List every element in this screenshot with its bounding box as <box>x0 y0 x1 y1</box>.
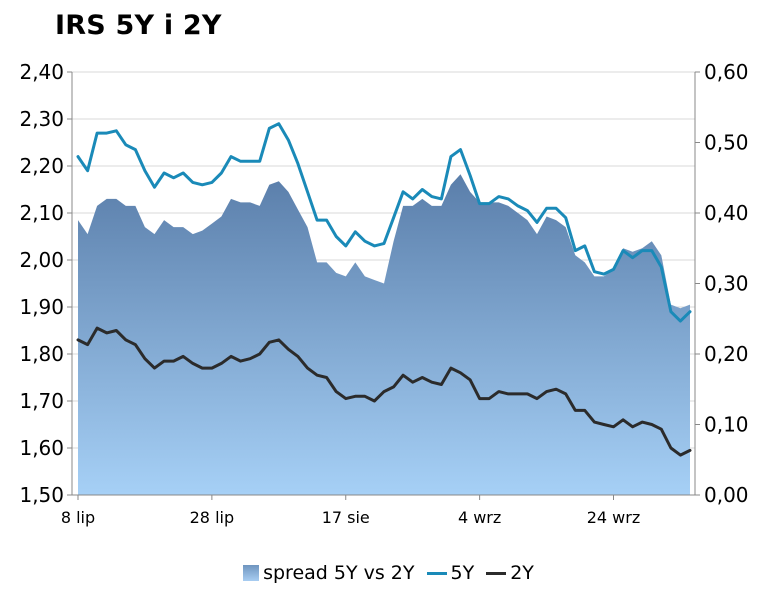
x-tick-label: 17 sie <box>322 508 370 527</box>
right-tick-label: 0,50 <box>704 131 749 155</box>
spread-area <box>78 174 690 495</box>
legend-item-2y: 2Y <box>486 562 534 584</box>
right-tick-label: 0,60 <box>704 60 749 84</box>
series-lines <box>76 122 692 457</box>
x-tick-label: 24 wrz <box>587 508 641 527</box>
chart-plot: 1,50 1,60 1,70 1,80 1,90 2,00 2,10 2,20 2,30 2,40… <box>19 60 748 527</box>
legend-label-2y: 2Y <box>510 562 534 584</box>
x-tick-label: 4 wrz <box>458 508 501 527</box>
series-line-5y <box>76 122 692 323</box>
legend-swatch-spread <box>243 565 260 581</box>
x-tick-label: 8 lip <box>61 508 95 527</box>
series-line-2y <box>76 326 692 457</box>
x-tick-label: 28 lip <box>190 508 235 527</box>
legend-swatch-5y <box>426 571 447 575</box>
left-tick-label: 1,70 <box>19 389 64 413</box>
spread-area-layer <box>78 174 690 495</box>
left-tick-label: 1,50 <box>19 483 64 507</box>
tick-labels: 1,50 1,60 1,70 1,80 1,90 2,00 2,10 2,20 2,30 2,40… <box>19 60 748 527</box>
axes <box>67 71 700 500</box>
legend: spread 5Y vs 2Y 5Y 2Y <box>0 562 777 584</box>
right-tick-label: 0,40 <box>704 201 749 225</box>
left-tick-label: 2,10 <box>19 201 64 225</box>
legend-item-5y: 5Y <box>426 562 475 584</box>
left-tick-label: 2,20 <box>19 154 64 178</box>
right-tick-label: 0,00 <box>704 483 749 507</box>
right-tick-label: 0,10 <box>704 413 749 437</box>
left-tick-label: 2,30 <box>19 107 64 131</box>
chart-title: IRS 5Y i 2Y <box>55 10 222 41</box>
legend-label-spread: spread 5Y vs 2Y <box>263 562 415 584</box>
right-tick-label: 0,30 <box>704 272 749 296</box>
left-tick-label: 1,90 <box>19 295 64 319</box>
left-tick-label: 1,60 <box>19 436 64 460</box>
legend-swatch-2y <box>486 571 507 575</box>
legend-label-5y: 5Y <box>450 562 475 584</box>
right-tick-label: 0,20 <box>704 342 749 366</box>
left-tick-label: 1,80 <box>19 342 64 366</box>
left-tick-label: 2,40 <box>19 60 64 84</box>
legend-item-spread: spread 5Y vs 2Y <box>243 562 415 584</box>
left-tick-label: 2,00 <box>19 248 64 272</box>
